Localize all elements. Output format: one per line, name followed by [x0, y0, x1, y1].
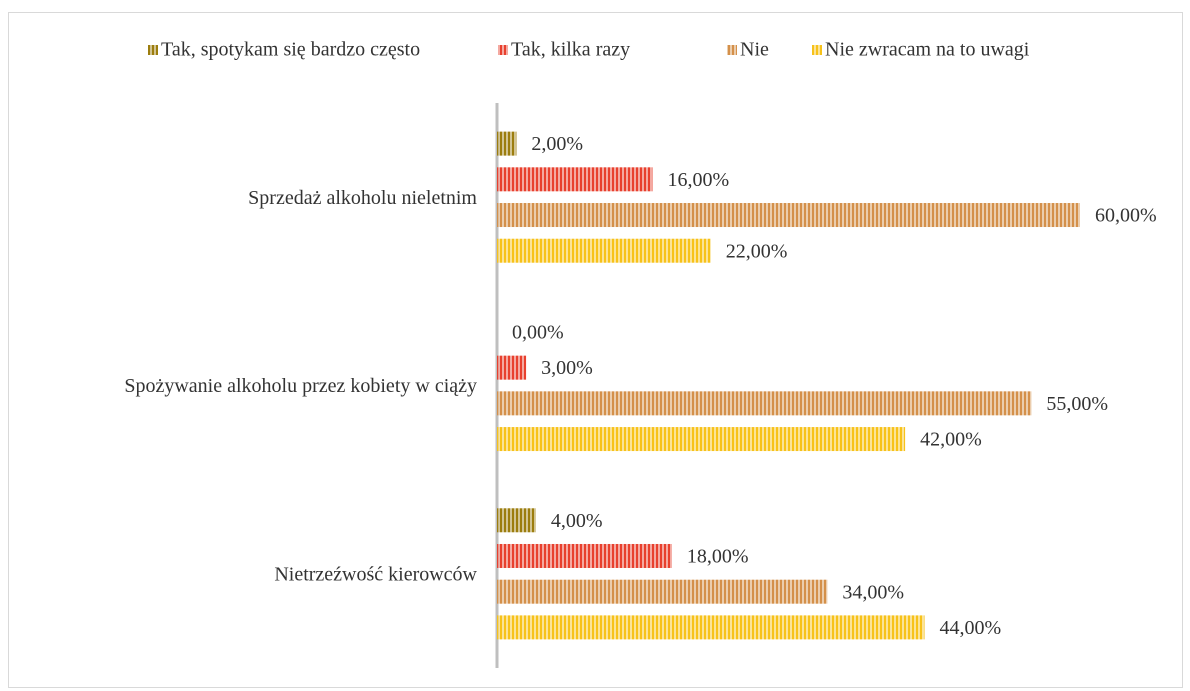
bar: [497, 167, 653, 192]
value-label: 3,00%: [541, 357, 593, 379]
value-label: 4,00%: [551, 510, 603, 532]
legend-label: Tak, kilka razy: [511, 39, 630, 61]
bar: [497, 427, 906, 452]
category-label: Spożywanie alkoholu przez kobiety w ciąż…: [124, 375, 477, 397]
legend-marker: [727, 45, 737, 55]
chart-border: [8, 12, 1183, 688]
value-label: 0,00%: [512, 322, 564, 344]
legend-marker: [498, 45, 508, 55]
value-label: 18,00%: [687, 546, 749, 568]
legend-label: Nie zwracam na to uwagi: [825, 39, 1030, 61]
bar: [497, 543, 672, 568]
legend-marker: [812, 45, 822, 55]
legend-label: Tak, spotykam się bardzo często: [161, 39, 420, 61]
bar: [497, 391, 1032, 416]
legend-label: Nie: [740, 39, 769, 61]
category-label: Sprzedaż alkoholu nieletnim: [248, 187, 477, 209]
bar: [497, 203, 1080, 228]
value-label: 55,00%: [1046, 393, 1108, 415]
bar: [497, 355, 527, 380]
bar: [497, 131, 517, 156]
value-label: 22,00%: [726, 240, 788, 262]
bar: [497, 238, 711, 263]
value-label: 42,00%: [920, 429, 982, 451]
category-label: Nietrzeźwość kierowców: [274, 563, 477, 585]
value-label: 2,00%: [531, 133, 583, 155]
bar: [497, 579, 828, 604]
legend-marker: [148, 45, 158, 55]
value-label: 34,00%: [842, 581, 904, 603]
bar: [497, 615, 925, 640]
bar: [497, 508, 536, 533]
value-label: 44,00%: [940, 617, 1002, 639]
value-label: 60,00%: [1095, 205, 1157, 227]
value-label: 16,00%: [667, 169, 729, 191]
